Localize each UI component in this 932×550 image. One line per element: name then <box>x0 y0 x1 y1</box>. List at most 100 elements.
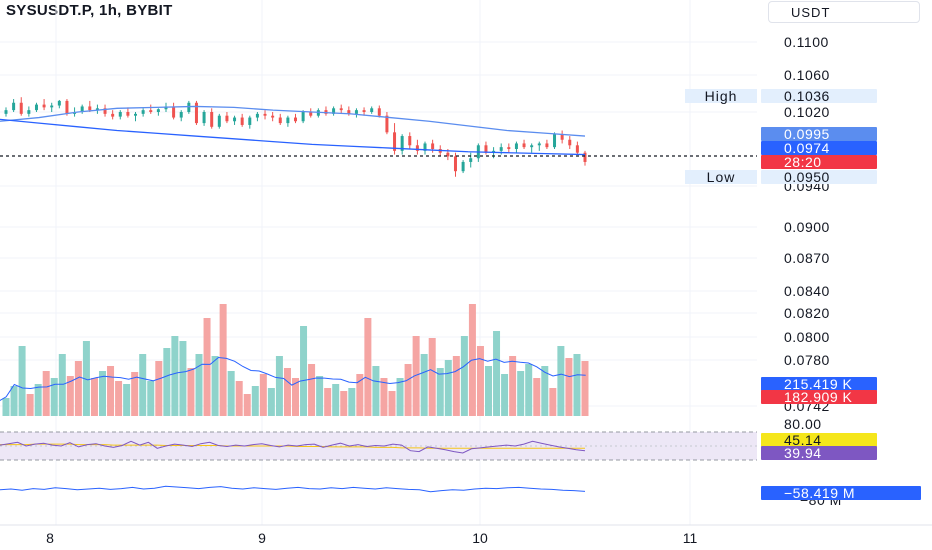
candle-body <box>42 104 46 108</box>
volume-ma-label-bg <box>761 377 877 391</box>
volume-bar <box>573 354 581 416</box>
candle-body <box>217 115 221 127</box>
candle-body <box>172 106 176 118</box>
volume-bar <box>283 368 291 416</box>
candle-body <box>134 113 138 116</box>
oscillator-label-bg <box>761 486 921 500</box>
volume-bar <box>147 381 155 416</box>
volume-bar <box>460 336 468 416</box>
volume-bar <box>557 346 565 416</box>
candle-body <box>370 108 374 112</box>
candle-body <box>332 108 336 114</box>
rsi-upper-tick: 80.00 <box>784 416 822 432</box>
low-tag-bg <box>685 170 757 184</box>
candle-body <box>553 134 557 148</box>
candle-body <box>484 145 488 153</box>
candle-body <box>164 106 168 110</box>
volume-bar <box>316 376 324 416</box>
time-tick-label: 9 <box>258 530 266 546</box>
high-price-label-bg <box>761 89 877 103</box>
volume-bar <box>549 388 557 416</box>
low-tag: Low <box>707 169 736 185</box>
candle-body <box>233 117 237 122</box>
candle-body <box>4 110 8 114</box>
rsi-label: 39.94 <box>784 445 822 461</box>
candle-body <box>514 143 518 149</box>
candle-body <box>339 108 343 111</box>
volume-bar <box>58 354 66 416</box>
volume-bar <box>476 346 484 416</box>
volume-bar <box>396 378 404 416</box>
candle-body <box>263 113 267 116</box>
candle-body <box>415 145 419 151</box>
ma1-price-label: 0.0995 <box>784 126 830 142</box>
volume-bar <box>509 356 517 416</box>
volume-bar <box>356 374 364 416</box>
price-tick-label: 0.0840 <box>784 283 830 299</box>
currency-selector[interactable]: USDT <box>768 1 920 23</box>
candle-body <box>354 110 358 114</box>
volume-bar <box>525 364 533 416</box>
price-tick-label: 0.0800 <box>784 329 830 345</box>
volume-bar <box>163 348 171 416</box>
price-tick-label: 0.0870 <box>784 250 830 266</box>
volume-bar <box>171 336 179 416</box>
price-tick-label: 0.0820 <box>784 305 830 321</box>
candle-body <box>240 117 244 125</box>
candle-body <box>453 156 457 172</box>
candle-body <box>80 106 84 112</box>
candle-body <box>34 104 38 111</box>
volume-bar <box>203 318 211 416</box>
candle-body <box>194 102 198 124</box>
volume-bar <box>10 386 18 416</box>
candle-body <box>294 117 297 122</box>
candle-body <box>27 110 31 114</box>
candle-body <box>507 147 511 149</box>
volume-bar <box>42 371 50 416</box>
volume-bar <box>292 378 299 416</box>
volume-ma-line <box>0 356 586 402</box>
candle-body <box>286 117 290 124</box>
volume-bar <box>227 371 235 416</box>
candle-body <box>446 152 450 157</box>
volume-ma-label: 215.419 K <box>784 376 852 392</box>
volume-bar <box>82 341 90 416</box>
candle-body <box>377 108 381 116</box>
candle-body <box>568 139 572 146</box>
time-tick-label: 10 <box>472 530 488 546</box>
candle-body <box>347 110 351 114</box>
candle-body <box>126 112 130 116</box>
candle-body <box>499 147 503 151</box>
volume-bar <box>18 346 26 416</box>
candle-body <box>469 158 473 162</box>
volume-bar <box>485 366 492 416</box>
volume-bar <box>364 318 372 416</box>
ma-line <box>0 118 586 156</box>
volume-bar <box>324 388 332 416</box>
countdown-label-bg <box>761 155 877 169</box>
volume-bar <box>243 394 251 416</box>
rsi-lines <box>0 440 586 454</box>
candles <box>4 97 587 177</box>
candle-body <box>179 112 183 118</box>
high-tag-bg <box>685 89 757 103</box>
volume-bar <box>66 376 74 416</box>
volume-bar <box>581 361 589 416</box>
volume-last-label: 182.909 K <box>784 389 852 405</box>
volume-bar <box>420 354 428 416</box>
candle-body <box>12 102 16 111</box>
volume-bar <box>300 326 308 416</box>
volume-bar <box>259 374 267 416</box>
volume-bar <box>517 371 525 416</box>
volume-bar <box>332 384 340 416</box>
volume-bar <box>179 341 187 416</box>
candle-body <box>545 143 549 148</box>
volume-bar <box>541 366 549 416</box>
price-tick-label: 0.1100 <box>784 34 829 50</box>
candle-body <box>210 112 214 127</box>
candle-body <box>408 136 412 146</box>
ma-line <box>0 105 586 137</box>
candle-body <box>324 110 328 114</box>
